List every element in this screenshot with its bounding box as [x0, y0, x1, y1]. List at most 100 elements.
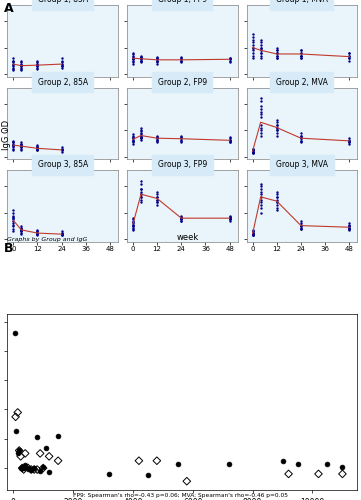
- Point: [298, 225, 304, 233]
- Point: [59, 231, 65, 239]
- Point: [10, 222, 16, 230]
- Point: [258, 132, 264, 140]
- Point: [138, 190, 144, 198]
- Point: [59, 229, 65, 237]
- Point: [18, 64, 24, 72]
- Point: [227, 215, 232, 223]
- Point: [154, 201, 160, 209]
- Point: [347, 225, 352, 233]
- Point: [10, 228, 16, 235]
- Point: [274, 116, 280, 124]
- Point: [59, 146, 65, 154]
- Point: [347, 49, 352, 57]
- Point: [298, 134, 304, 142]
- Point: [34, 466, 40, 473]
- Point: [347, 140, 352, 147]
- Point: [347, 49, 352, 57]
- Point: [18, 143, 24, 151]
- Point: [154, 54, 160, 62]
- Point: [258, 46, 264, 54]
- Point: [258, 129, 264, 137]
- Point: [10, 209, 16, 217]
- Point: [10, 215, 16, 223]
- Point: [37, 450, 43, 458]
- Point: [258, 209, 264, 217]
- Point: [258, 201, 264, 209]
- Point: [325, 460, 330, 468]
- Point: [298, 52, 304, 60]
- Point: [250, 146, 256, 154]
- Point: [316, 470, 321, 478]
- Point: [10, 140, 16, 147]
- Point: [274, 198, 280, 206]
- Point: [295, 460, 300, 468]
- Title: Group 1, MVA: Group 1, MVA: [276, 0, 328, 4]
- Point: [250, 52, 256, 60]
- Point: [10, 206, 16, 214]
- Point: [138, 132, 144, 140]
- Point: [35, 143, 40, 151]
- Point: [154, 132, 160, 140]
- Point: [138, 185, 144, 193]
- Point: [184, 477, 190, 485]
- Point: [43, 444, 49, 452]
- Point: [274, 49, 280, 57]
- Point: [298, 138, 304, 146]
- Title: Group 3, 85A: Group 3, 85A: [38, 160, 88, 170]
- Point: [258, 110, 264, 118]
- Point: [130, 56, 136, 64]
- Title: Group 2, FP9: Group 2, FP9: [158, 78, 207, 87]
- Point: [298, 132, 304, 140]
- Point: [130, 214, 136, 222]
- Point: [138, 193, 144, 201]
- Point: [154, 137, 160, 145]
- Point: [250, 44, 256, 52]
- Point: [250, 145, 256, 153]
- Point: [138, 132, 144, 140]
- Point: [274, 132, 280, 140]
- Point: [258, 44, 264, 52]
- Point: [138, 56, 144, 64]
- Point: [227, 214, 232, 222]
- Title: Group 1, FP9: Group 1, FP9: [158, 0, 207, 4]
- Point: [298, 220, 304, 228]
- Point: [138, 180, 144, 188]
- Point: [37, 467, 43, 475]
- Point: [55, 456, 61, 464]
- Point: [250, 229, 256, 237]
- Point: [274, 126, 280, 134]
- Point: [35, 58, 40, 66]
- Point: [178, 134, 184, 142]
- Point: [16, 446, 22, 454]
- Point: [15, 408, 21, 416]
- Point: [298, 52, 304, 60]
- Point: [59, 62, 65, 70]
- Point: [298, 132, 304, 140]
- Point: [250, 231, 256, 239]
- Point: [274, 126, 280, 134]
- Point: [347, 220, 352, 228]
- Point: [18, 452, 23, 460]
- Point: [258, 190, 264, 198]
- Point: [35, 141, 40, 149]
- Point: [347, 222, 352, 230]
- Point: [250, 41, 256, 49]
- Point: [274, 206, 280, 214]
- Point: [274, 46, 280, 54]
- Point: [250, 230, 256, 238]
- Point: [274, 54, 280, 62]
- Text: FP9: Spearman's rho=-0.43 p=0.06; MVA: Spearman's rho=-0.46 p=0.05: FP9: Spearman's rho=-0.43 p=0.06; MVA: S…: [73, 492, 288, 498]
- Point: [178, 214, 184, 222]
- Point: [347, 134, 352, 142]
- Point: [10, 66, 16, 74]
- Point: [274, 124, 280, 132]
- Point: [298, 129, 304, 137]
- Point: [46, 452, 52, 460]
- Point: [347, 137, 352, 145]
- Point: [130, 52, 136, 60]
- Point: [227, 215, 232, 223]
- Point: [59, 60, 65, 68]
- Point: [274, 193, 280, 201]
- Point: [10, 213, 16, 221]
- Point: [138, 53, 144, 61]
